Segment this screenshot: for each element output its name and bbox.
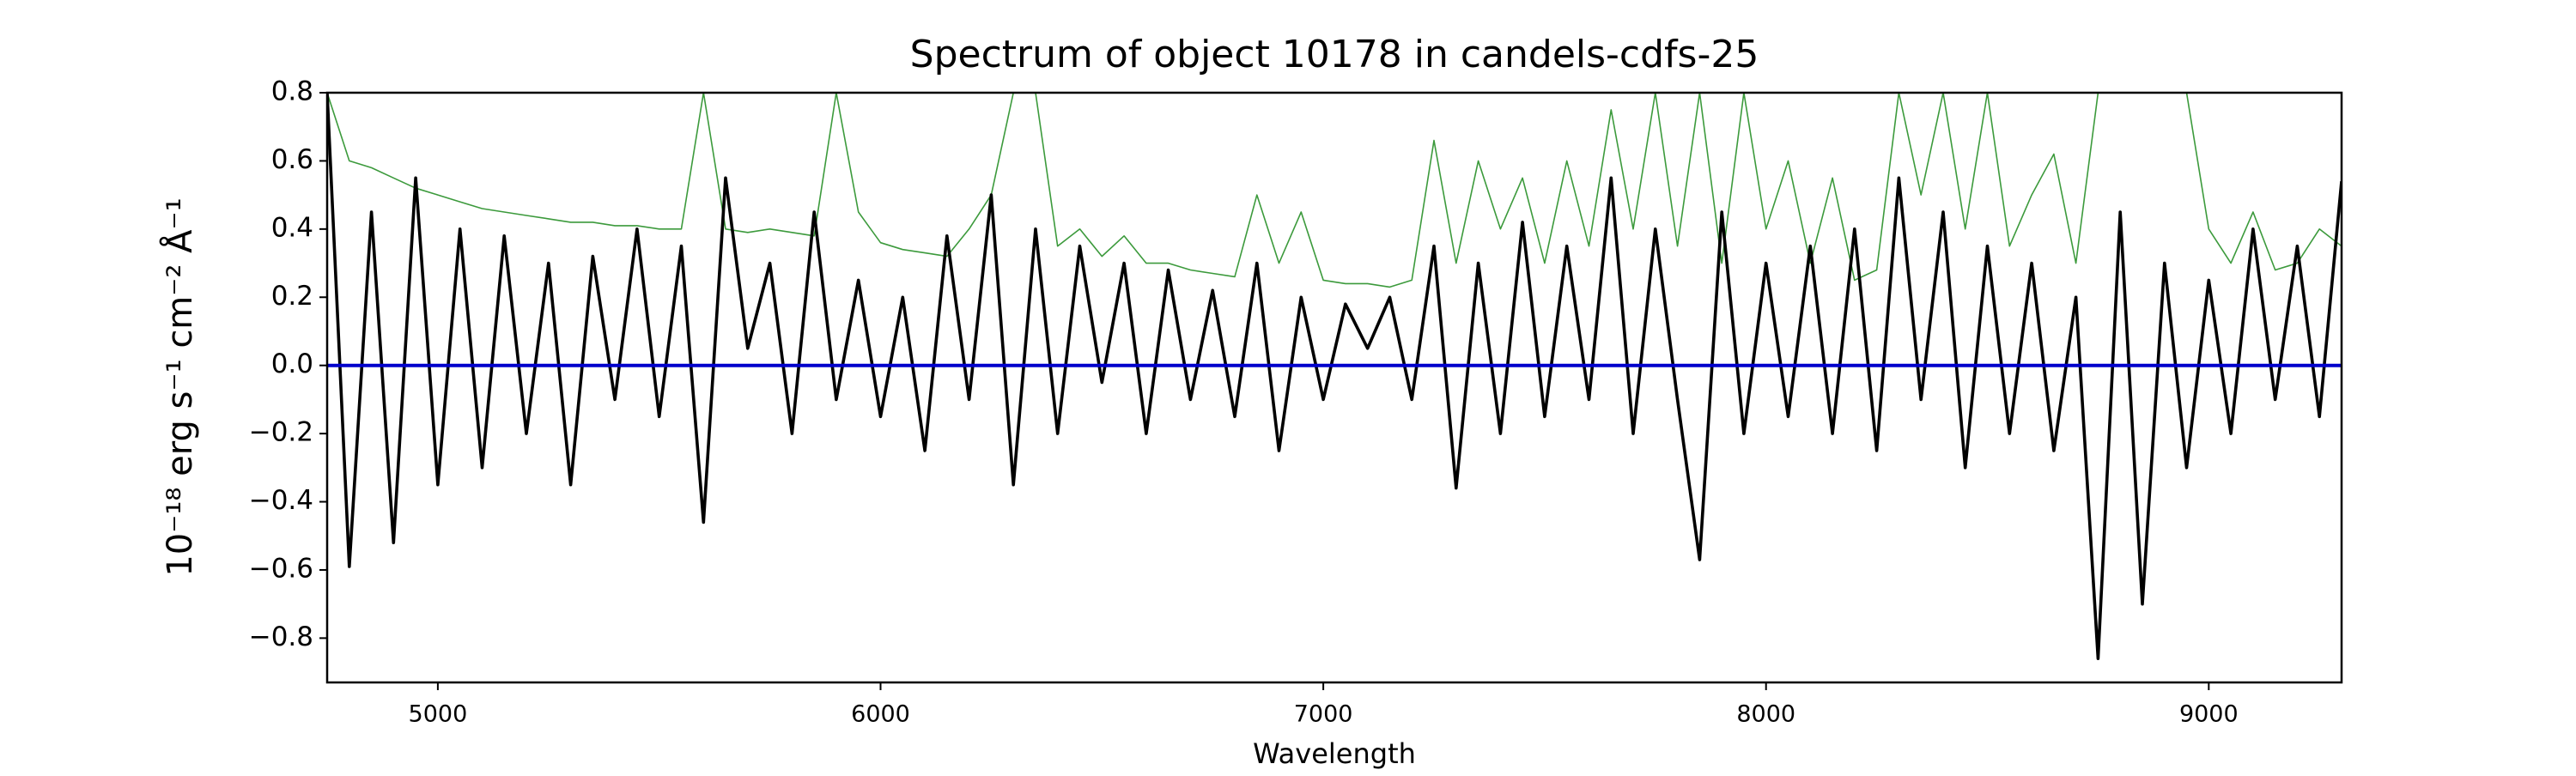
y-tick-label: 0.2 — [271, 281, 313, 312]
y-tick-label: −0.8 — [249, 621, 313, 652]
axes-frame — [325, 91, 2343, 684]
y-tick-label: −0.4 — [249, 485, 313, 516]
plot-area — [327, 93, 2342, 660]
y-tick-label: 0.0 — [271, 349, 313, 379]
x-tick-label: 8000 — [1736, 701, 1795, 728]
y-axis-label: 10⁻¹⁸ erg s⁻¹ cm⁻² Å⁻¹ — [159, 197, 200, 576]
x-axis-label: Wavelength — [1253, 737, 1416, 770]
x-tick-label: 9000 — [2179, 701, 2239, 728]
chart-title: Spectrum of object 10178 in candels-cdfs… — [910, 33, 1759, 76]
y-tick-label: 0.4 — [271, 212, 313, 243]
x-tick-label: 7000 — [1294, 701, 1353, 728]
series-line — [327, 93, 2342, 660]
x-tick-label: 5000 — [409, 701, 468, 728]
x-tick-label: 6000 — [851, 701, 910, 728]
y-tick-label: −0.6 — [249, 553, 313, 584]
y-tick-label: 0.8 — [271, 76, 313, 107]
series-line — [327, 93, 2342, 288]
y-tick-label: −0.2 — [249, 417, 313, 448]
y-tick-label: 0.6 — [271, 144, 313, 175]
